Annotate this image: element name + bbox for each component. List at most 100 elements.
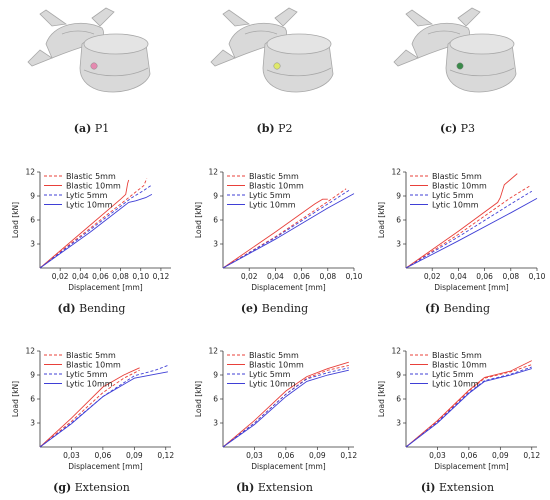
position-marker <box>273 62 281 70</box>
caption-letter: (i) <box>420 481 436 494</box>
series-line-blastic-10mm <box>39 367 140 448</box>
legend-label: Blastic 5mm <box>249 172 299 181</box>
caption-text: P1 <box>94 122 110 135</box>
x-tick-label: 0,06 <box>95 451 112 460</box>
x-tick-label: 0,06 <box>293 272 310 281</box>
x-tick-label: 0,04 <box>267 272 284 281</box>
caption-text: Bending <box>79 302 126 315</box>
chart-svg: 0,03 0,06 0,09 0,12 3 6 9 12 Displacement [mm] Lo… <box>11 347 174 472</box>
series-line-blastic-10mm <box>405 173 518 269</box>
vertebra-icon <box>27 7 151 93</box>
y-tick-label: 3 <box>213 240 218 249</box>
y-tick-label: 6 <box>396 395 401 404</box>
vertebra-render-1 <box>22 4 162 104</box>
x-axis-label: Displacement [mm] <box>251 283 325 292</box>
series-line-lytic-10mm <box>222 193 355 269</box>
chart-e-bending: 0,02 0,04 0,06 0,08 0,10 3 6 9 12 Displacement [m… <box>183 158 366 298</box>
y-axis-label: Load [kN] <box>194 202 203 238</box>
caption-letter: (g) <box>53 481 72 494</box>
legend-label: Lytic 10mm <box>432 201 479 210</box>
caption-text: P3 <box>460 122 475 135</box>
caption-letter: (d) <box>57 302 76 315</box>
x-tick-label: 0,06 <box>92 272 109 281</box>
series-line-blastic-10mm <box>222 361 349 448</box>
x-tick-label: 0,09 <box>492 451 509 460</box>
legend-label: Lytic 10mm <box>66 201 113 210</box>
series-line-blastic-10mm <box>39 179 130 269</box>
legend-label: Lytic 10mm <box>249 201 296 210</box>
y-axis-label: Load [kN] <box>11 202 20 238</box>
y-tick-label: 12 <box>391 168 401 177</box>
x-tick-label: 0,02 <box>52 272 69 281</box>
chart-g-extension: 0,03 0,06 0,09 0,12 3 6 9 12 Displacement [mm] Lo… <box>0 337 183 477</box>
caption-h: (h) Extension <box>183 481 366 494</box>
series-line-lytic-10mm <box>39 194 153 269</box>
x-axis-label: Displacement [mm] <box>434 462 508 471</box>
series-line-lytic-5mm <box>222 189 351 269</box>
caption-b: (b) P2 <box>183 122 366 135</box>
legend-label: Lytic 5mm <box>249 370 291 379</box>
x-tick-label: 0,12 <box>153 272 170 281</box>
series-line-lytic-5mm <box>39 185 152 269</box>
series-line-blastic-5mm <box>405 185 531 269</box>
caption-e: (e) Bending <box>183 302 366 315</box>
chart-f-bending: 0,02 0,04 0,06 0,08 0,10 3 6 9 12 Displacement [m… <box>366 158 549 298</box>
legend-label: Blastic 5mm <box>66 351 116 360</box>
x-axis-label: Displacement [mm] <box>68 283 142 292</box>
x-tick-label: 0,09 <box>309 451 326 460</box>
caption-i: (i) Extension <box>366 481 549 494</box>
chart-svg: 0,03 0,06 0,09 0,12 3 6 9 12 Displacement [mm] Lo… <box>377 347 540 472</box>
x-tick-label: 0,08 <box>319 272 336 281</box>
legend-label: Lytic 5mm <box>66 370 108 379</box>
legend-label: Lytic 10mm <box>249 380 296 389</box>
x-tick-label: 0,03 <box>429 451 446 460</box>
x-axis-label: Displacement [mm] <box>434 283 508 292</box>
legend-label: Blastic 5mm <box>432 172 482 181</box>
legend-label: Lytic 10mm <box>432 380 479 389</box>
y-tick-label: 12 <box>25 347 35 356</box>
position-marker <box>90 62 98 70</box>
vertebra-render-3 <box>388 4 528 104</box>
y-tick-label: 9 <box>30 192 35 201</box>
x-axis-label: Displacement [mm] <box>68 462 142 471</box>
y-tick-label: 3 <box>30 419 35 428</box>
caption-text: Bending <box>443 302 491 315</box>
caption-text: Extension <box>438 481 495 494</box>
legend-label: Blastic 5mm <box>249 351 299 360</box>
series-line-lytic-10mm <box>405 198 538 269</box>
y-tick-label: 3 <box>396 419 401 428</box>
caption-f: (f) Bending <box>366 302 549 315</box>
series-line-blastic-5mm <box>405 364 532 448</box>
legend-label: Lytic 10mm <box>66 380 113 389</box>
y-tick-label: 6 <box>213 216 218 225</box>
x-tick-label: 0,02 <box>424 272 441 281</box>
series-line-lytic-5mm <box>39 364 169 448</box>
x-tick-label: 0,03 <box>246 451 263 460</box>
caption-g: (g) Extension <box>0 481 183 494</box>
x-tick-label: 0,08 <box>112 272 129 281</box>
legend-label: Blastic 5mm <box>66 172 116 181</box>
legend-label: Lytic 5mm <box>66 191 108 200</box>
series-line-lytic-5mm <box>222 367 349 448</box>
legend-label: Blastic 10mm <box>432 182 487 191</box>
legend-label: Blastic 10mm <box>249 361 304 370</box>
caption-c: (c) P3 <box>366 122 549 135</box>
chart-svg: 0,03 0,06 0,09 0,12 3 6 9 12 Displacement [mm] Lo… <box>194 347 357 472</box>
caption-text: Extension <box>257 481 314 494</box>
x-tick-label: 0,10 <box>346 272 363 281</box>
series-line-blastic-10mm <box>405 360 532 448</box>
caption-letter: (a) <box>73 122 92 135</box>
legend-label: Blastic 10mm <box>432 361 487 370</box>
x-tick-label: 0,03 <box>63 451 80 460</box>
x-tick-label: 0,04 <box>72 272 89 281</box>
series-line-blastic-10mm <box>222 198 328 269</box>
y-tick-label: 6 <box>30 395 35 404</box>
caption-letter: (f) <box>424 302 441 315</box>
chart-h-extension: 0,03 0,06 0,09 0,12 3 6 9 12 Displacement [mm] Lo… <box>183 337 366 477</box>
x-tick-label: 0,08 <box>502 272 519 281</box>
x-tick-label: 0,04 <box>450 272 467 281</box>
x-tick-label: 0,12 <box>523 451 540 460</box>
y-axis-label: Load [kN] <box>194 381 203 417</box>
